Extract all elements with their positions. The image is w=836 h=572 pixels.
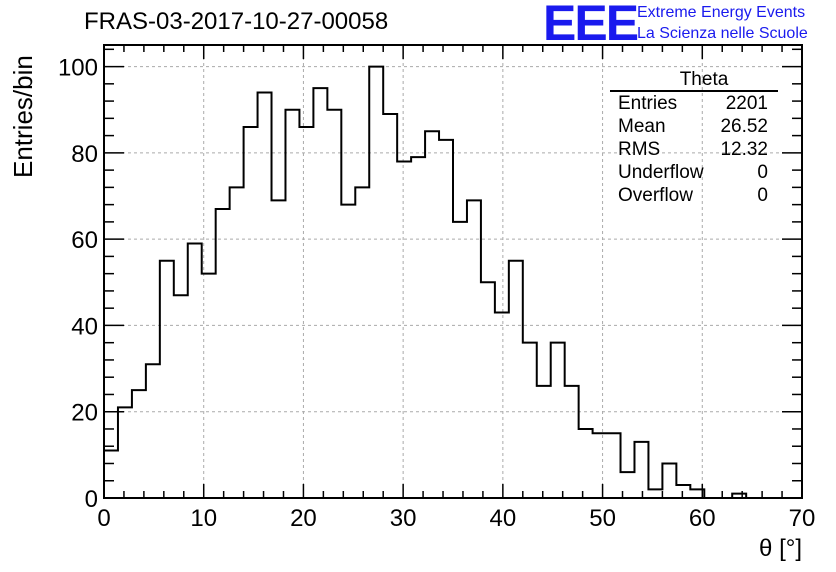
stat-value: 0 xyxy=(757,185,768,206)
stat-value: 12.32 xyxy=(720,139,768,160)
x-tick-label: 60 xyxy=(689,505,716,532)
y-tick-label: 60 xyxy=(71,227,98,254)
logo-line-1: Extreme Energy Events xyxy=(637,4,806,21)
histogram-outline xyxy=(103,65,802,499)
y-axis-label: Entries/bin xyxy=(8,55,38,178)
stat-value: 0 xyxy=(757,162,768,183)
stat-row: RMS 12.32 xyxy=(610,138,778,161)
x-tick-labels: 0 10 20 30 40 50 60 70 xyxy=(97,505,815,532)
stat-label: Mean xyxy=(618,116,666,137)
stat-label: RMS xyxy=(618,139,661,160)
y-tick-label: 0 xyxy=(85,486,98,513)
stat-label: Entries xyxy=(618,93,678,114)
y-tick-label: 100 xyxy=(58,55,98,82)
x-tick-label: 50 xyxy=(589,505,616,532)
run-title: FRAS-03-2017-10-27-00058 xyxy=(84,8,389,35)
y-tick-labels: 0 20 40 60 80 100 xyxy=(58,55,98,513)
x-tick-label: 20 xyxy=(290,505,317,532)
y-tick-label: 20 xyxy=(71,400,98,427)
x-tick-label: 10 xyxy=(190,505,217,532)
stats-box: Theta Entries 2201 Mean 26.52 RMS 12.32 Und… xyxy=(610,70,778,207)
x-tick-label: 70 xyxy=(789,505,816,532)
x-axis-label: θ [°] xyxy=(759,535,802,562)
stat-value: 26.52 xyxy=(720,116,768,137)
x-tick-label: 40 xyxy=(490,505,517,532)
stats-title: Theta xyxy=(610,70,778,92)
stat-label: Overflow xyxy=(618,185,693,206)
logo-line-2: La Scienza nelle Scuole xyxy=(637,25,808,42)
eee-logo-mark: EEE xyxy=(543,0,639,51)
stat-row: Mean 26.52 xyxy=(610,115,778,138)
y-tick-label: 80 xyxy=(71,141,98,168)
x-tick-label: 0 xyxy=(97,505,110,532)
stat-row: Entries 2201 xyxy=(610,92,778,115)
stat-value: 2201 xyxy=(725,93,768,114)
stat-row: Underflow 0 xyxy=(610,161,778,184)
stat-row: Overflow 0 xyxy=(610,184,778,207)
stat-label: Underflow xyxy=(618,162,704,183)
axis-ticks xyxy=(103,45,803,499)
y-tick-label: 40 xyxy=(71,313,98,340)
x-tick-label: 30 xyxy=(390,505,417,532)
plot-frame xyxy=(103,44,803,499)
